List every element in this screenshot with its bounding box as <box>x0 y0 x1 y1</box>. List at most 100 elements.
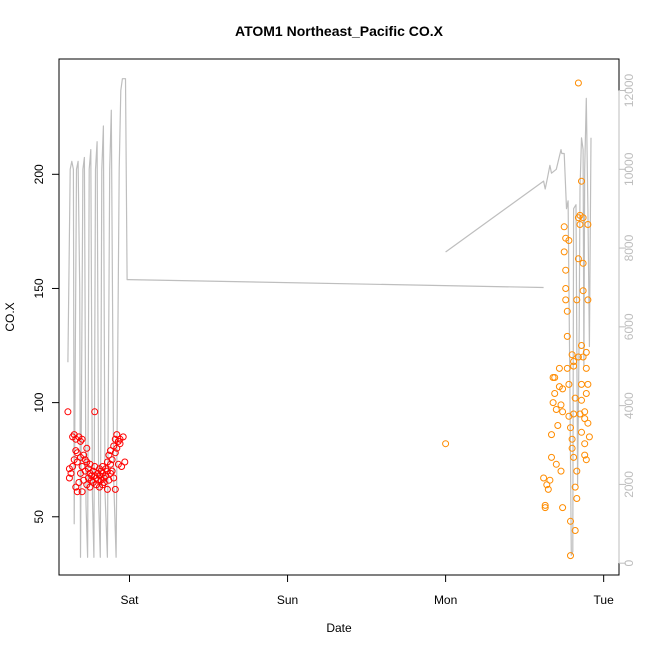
plot-frame <box>58 58 620 576</box>
data-point <box>574 353 582 361</box>
data-point <box>541 501 549 509</box>
data-point <box>573 495 581 502</box>
y-axis-label: CO.X <box>3 302 17 331</box>
data-point <box>562 285 570 292</box>
data-point <box>111 485 119 493</box>
data-point <box>568 435 576 443</box>
data-point <box>554 422 562 429</box>
x-tick-label: Sat <box>120 593 139 607</box>
y-tick-label: 100 <box>32 392 46 412</box>
data-point <box>559 408 567 416</box>
data-point <box>540 474 548 482</box>
data-point <box>69 463 77 470</box>
data-point <box>578 342 585 349</box>
data-point <box>579 259 587 267</box>
x-axis-label: Date <box>326 621 352 635</box>
data-point <box>541 504 549 512</box>
data-point <box>584 296 592 304</box>
y-tick-label: 50 <box>32 510 46 524</box>
data-point <box>110 474 118 482</box>
data-point <box>579 287 587 295</box>
data-point <box>108 467 116 475</box>
data-point <box>111 449 119 457</box>
data-point <box>563 332 571 340</box>
data-point <box>581 451 589 459</box>
series-line <box>67 78 544 558</box>
y2-tick-label: 10000 <box>622 152 636 186</box>
data-point <box>581 415 589 423</box>
data-point <box>116 440 124 448</box>
data-point <box>551 390 559 397</box>
points-layer <box>64 79 593 560</box>
data-point <box>107 460 114 468</box>
data-point <box>571 483 579 491</box>
data-point <box>570 362 578 370</box>
data-point <box>578 177 585 185</box>
data-point <box>108 456 116 464</box>
data-point <box>568 444 576 452</box>
data-point <box>559 385 567 393</box>
data-point <box>113 444 121 452</box>
data-point <box>73 488 81 496</box>
data-point <box>442 440 450 448</box>
data-point <box>562 266 570 274</box>
data-point <box>578 380 585 388</box>
y2-tick-label: 2000 <box>622 471 636 498</box>
y2-tick-label: 8000 <box>622 234 636 261</box>
data-point <box>544 485 552 493</box>
data-point <box>119 433 127 441</box>
x-tick-label: Mon <box>434 593 457 607</box>
data-point <box>565 237 573 244</box>
data-point <box>103 485 111 493</box>
data-point <box>551 374 559 381</box>
data-point <box>80 451 88 459</box>
data-point <box>562 296 570 304</box>
data-point <box>573 296 581 304</box>
data-point <box>552 460 560 468</box>
data-point <box>571 527 579 534</box>
data-point <box>549 399 557 407</box>
data-point <box>582 364 590 372</box>
data-point <box>581 408 589 416</box>
data-point <box>83 444 91 452</box>
data-point <box>567 424 574 432</box>
data-point <box>570 453 578 461</box>
data-point <box>65 474 73 482</box>
x-tick-label: Sun <box>277 593 298 607</box>
data-point <box>567 552 574 560</box>
y2-tick-label: 4000 <box>622 392 636 419</box>
data-point <box>91 408 99 416</box>
data-point <box>584 380 592 388</box>
axes-layer: Sat Sun Mon Tue5010015020002000400060008000… <box>32 74 636 607</box>
data-point <box>574 255 582 263</box>
data-point <box>565 380 573 388</box>
data-point <box>574 79 582 87</box>
data-point <box>557 467 565 475</box>
data-point <box>582 348 590 356</box>
data-point <box>105 451 113 459</box>
y-tick-label: 150 <box>32 278 46 298</box>
data-point <box>578 396 585 404</box>
data-point <box>567 517 574 525</box>
chart-title: ATOM1 Northeast_Pacific CO.X <box>235 23 444 39</box>
data-point <box>118 463 126 470</box>
data-point <box>563 364 571 372</box>
y2-tick-label: 0 <box>622 560 636 567</box>
data-point <box>557 401 565 409</box>
series-line <box>445 97 592 556</box>
y2-tick-label: 6000 <box>622 313 636 340</box>
data-point <box>563 307 571 315</box>
data-point <box>94 476 102 484</box>
data-point <box>573 467 581 475</box>
data-point <box>121 458 129 466</box>
data-point <box>581 440 589 448</box>
data-point <box>559 504 567 512</box>
data-point <box>548 453 555 461</box>
data-point <box>555 364 563 372</box>
data-point <box>64 408 72 416</box>
data-point <box>560 248 568 256</box>
data-point <box>77 437 84 445</box>
data-point <box>78 488 86 496</box>
data-point <box>73 449 81 457</box>
data-point <box>578 428 585 436</box>
